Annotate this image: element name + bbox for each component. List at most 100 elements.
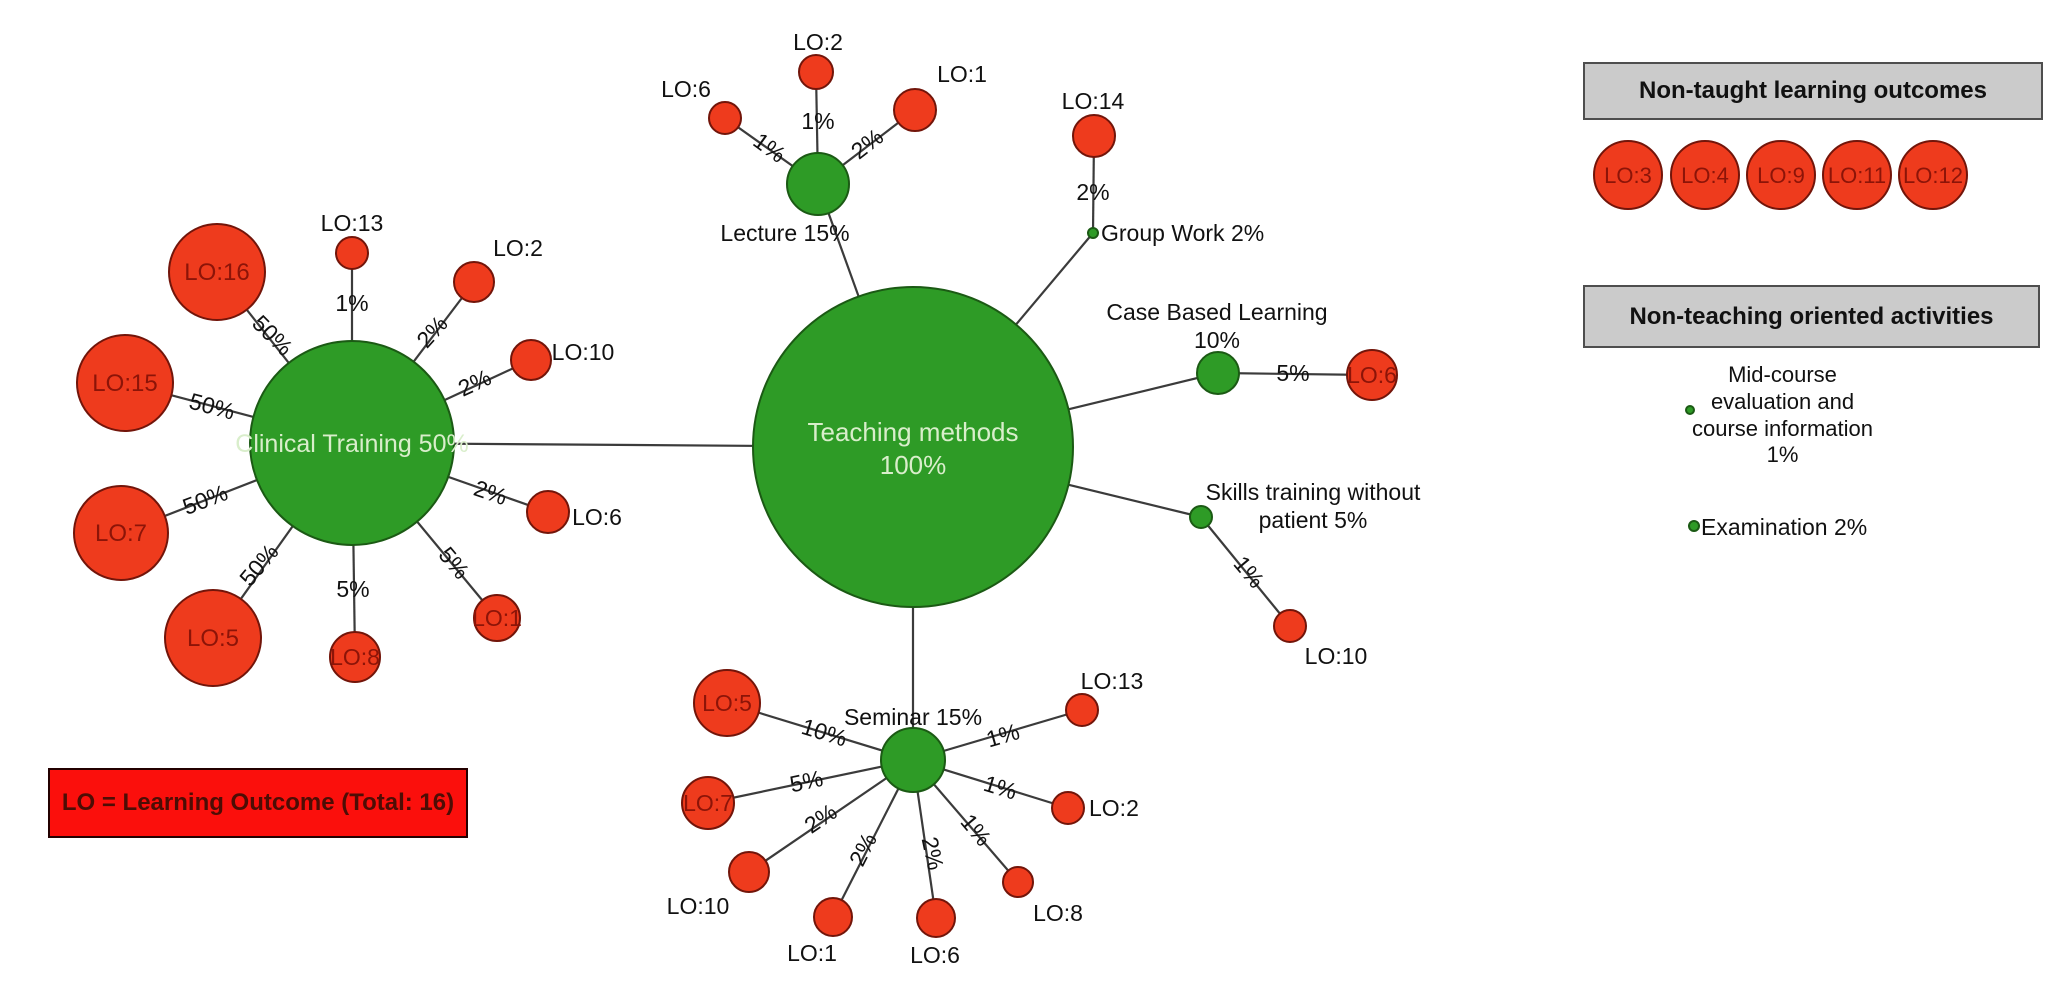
node-legend-lo4	[1670, 140, 1740, 210]
node-sem-lo13	[1065, 693, 1099, 727]
node-label-ct-lo10: LO:10	[552, 339, 615, 365]
edge-label-clinical-training--ct-lo6: 2%	[471, 475, 511, 510]
node-label-lecture: Lecture 15%	[720, 220, 849, 246]
edge-label-seminar--sem-lo6: 2%	[917, 834, 949, 872]
legend-non-taught-header: Non-taught learning outcomes	[1583, 62, 2043, 120]
node-label-ct-lo6: LO:6	[572, 504, 622, 530]
edge-label-seminar--sem-lo5: 10%	[799, 713, 851, 751]
node-label-ct-lo8: LO:8	[330, 644, 380, 670]
edge-label-lecture--lec-lo2: 1%	[801, 108, 834, 134]
legend-non-taught-title: Non-taught learning outcomes	[1639, 77, 1987, 104]
node-label-lec-lo2: LO:2	[793, 29, 843, 55]
node-legend-lo3	[1593, 140, 1663, 210]
node-lecture	[786, 152, 850, 216]
node-teaching-methods	[752, 286, 1074, 608]
node-label-group-work: Group Work 2%	[1101, 220, 1264, 246]
node-ct-lo15	[76, 334, 174, 432]
node-lec-lo6	[708, 101, 742, 135]
node-label-sem-lo13: LO:13	[1081, 668, 1144, 694]
node-ct-lo13	[335, 236, 369, 270]
node-label-ct-lo15: LO:15	[92, 370, 157, 397]
node-sem-lo1	[813, 897, 853, 937]
midcourse-evaluation-label: Mid-course evaluation and course informa…	[1692, 362, 1873, 468]
node-label-case-based-learning: Case Based Learning	[1106, 299, 1327, 325]
node-ct-lo10	[510, 339, 552, 381]
node-label-sem-lo1: LO:1	[787, 940, 837, 966]
edge-seminar--sem-lo7	[707, 758, 914, 805]
node-label-st-lo10: LO:10	[1305, 643, 1368, 669]
node-label-legend-lo4: LO:4	[1681, 163, 1729, 188]
edge-label-clinical-training--ct-lo10: 2%	[454, 364, 495, 402]
node-group-work	[1087, 227, 1099, 239]
node-ct-lo8	[329, 631, 381, 683]
node-ct-lo5	[164, 589, 262, 687]
edge-label-case-based-learning--cbl-lo6: 5%	[1276, 360, 1309, 386]
node-sem-lo5	[693, 669, 761, 737]
node-clinical-training	[249, 340, 455, 546]
node-label-sem-lo2: LO:2	[1089, 795, 1139, 821]
edge-label-clinical-training--ct-lo8: 5%	[336, 576, 369, 602]
legend-activities-title: Non-teaching oriented activities	[1629, 302, 1994, 330]
node-label-ct-lo1: LO:1	[472, 605, 522, 631]
node-midcourse-dot	[1685, 405, 1695, 415]
node-label-sem-lo6: LO:6	[910, 942, 960, 968]
node-sem-lo8	[1002, 866, 1034, 898]
node-label-legend-lo11: LO:11	[1828, 163, 1886, 188]
node-sem-lo2	[1051, 791, 1085, 825]
node-sem-lo7	[681, 776, 735, 830]
node-label-ct-lo16: LO:16	[184, 259, 249, 286]
node-st-lo10	[1273, 609, 1307, 643]
node-legend-lo9	[1746, 140, 1816, 210]
node-label-legend-lo9: LO:9	[1757, 163, 1805, 188]
node-gw-lo14	[1072, 114, 1116, 158]
node-label-ct-lo13: LO:13	[321, 210, 384, 236]
node-examination-dot	[1688, 520, 1700, 532]
lo-footnote-text: LO = Learning Outcome (Total: 16)	[61, 789, 455, 816]
node-label-legend-lo12: LO:12	[1903, 163, 1963, 188]
edge-label-seminar--sem-lo7: 5%	[787, 765, 825, 797]
node-label-gw-lo14: LO:14	[1062, 88, 1125, 114]
node-label-sem-lo7: LO:7	[683, 790, 733, 816]
lo-footnote-box: LO = Learning Outcome (Total: 16)	[48, 768, 468, 838]
edge-label-lecture--lec-lo6: 1%	[749, 127, 791, 168]
edge-label-clinical-training--ct-lo13: 1%	[335, 290, 368, 316]
edge-seminar--sem-lo10	[748, 759, 914, 873]
node-label-teaching-methods: 100%	[880, 450, 947, 480]
node-lec-lo1	[893, 88, 937, 132]
node-label-ct-lo7: LO:7	[95, 520, 147, 547]
node-label-sem-lo5: LO:5	[702, 690, 752, 716]
node-sem-lo6	[916, 898, 956, 938]
node-label-legend-lo3: LO:3	[1604, 163, 1652, 188]
node-label-lec-lo1: LO:1	[937, 61, 987, 87]
node-lec-lo2	[798, 54, 834, 90]
node-label-ct-lo2: LO:2	[493, 235, 543, 261]
legend-activities-header: Non-teaching oriented activities	[1583, 285, 2040, 348]
node-label-skills-training: Skills training without	[1206, 479, 1421, 505]
node-label-ct-lo5: LO:5	[187, 625, 239, 652]
node-legend-lo12	[1898, 140, 1968, 210]
edge-label-group-work--gw-lo14: 2%	[1076, 179, 1109, 205]
node-ct-lo7	[73, 485, 169, 581]
edge-label-clinical-training--ct-lo15: 50%	[186, 388, 237, 425]
edge-label-clinical-training--ct-lo5: 50%	[234, 539, 284, 591]
edge-label-seminar--sem-lo2: 1%	[981, 770, 1020, 805]
node-label-sem-lo10: LO:10	[667, 893, 730, 919]
node-legend-lo11	[1822, 140, 1892, 210]
node-sem-lo10	[728, 851, 770, 893]
node-ct-lo16	[168, 223, 266, 321]
node-case-based-learning	[1196, 351, 1240, 395]
node-label-sem-lo8: LO:8	[1033, 900, 1083, 926]
node-ct-lo2	[453, 261, 495, 303]
node-ct-lo6	[526, 490, 570, 534]
edge-label-clinical-training--ct-lo16: 50%	[247, 310, 298, 361]
node-label-seminar: Seminar 15%	[844, 704, 982, 730]
node-label-case-based-learning: 10%	[1194, 327, 1240, 353]
edge-skills-training--st-lo10	[1200, 516, 1291, 627]
node-label-cbl-lo6: LO:6	[1347, 362, 1397, 388]
node-label-skills-training: patient 5%	[1259, 507, 1368, 533]
examination-label: Examination 2%	[1701, 514, 1868, 540]
edge-label-clinical-training--ct-lo7: 50%	[179, 479, 231, 520]
node-seminar	[880, 727, 946, 793]
